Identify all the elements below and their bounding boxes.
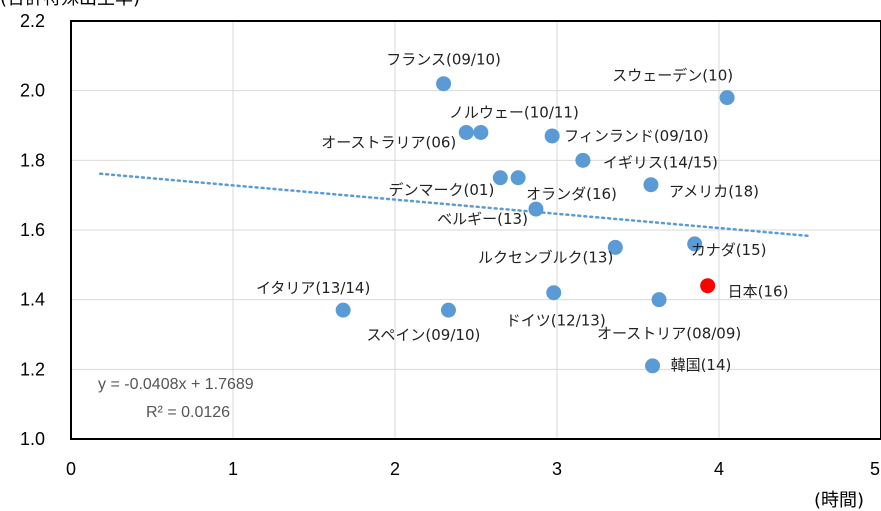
point-labels: フランス(09/10) スウェーデン(10) ノルウェー(10/11) オーストラリア… xyxy=(256,51,788,374)
y-tick-label: 1.8 xyxy=(20,150,45,170)
data-point-label: フィンランド(09/10) xyxy=(564,127,709,145)
data-point xyxy=(607,239,623,255)
y-tick-label: 1.2 xyxy=(20,359,45,379)
data-point-label: フランス(09/10) xyxy=(386,51,501,69)
x-tick-label: 2 xyxy=(390,459,400,479)
data-point xyxy=(510,170,526,186)
trendline-layer xyxy=(98,172,810,238)
y-axis-title: (合計特殊出生率) xyxy=(0,0,140,9)
y-tick-label: 1.6 xyxy=(20,220,45,240)
data-point xyxy=(492,170,508,186)
data-point-label: オーストリア(08/09) xyxy=(597,325,741,343)
data-point-label: イギリス(14/15) xyxy=(603,153,718,171)
x-tick-label: 5 xyxy=(870,459,880,479)
y-tick-label: 2.0 xyxy=(20,81,45,101)
data-point-label: オランダ(16) xyxy=(526,185,617,203)
x-tick-label: 1 xyxy=(228,459,238,479)
data-point xyxy=(546,285,562,301)
data-point xyxy=(440,302,456,318)
data-point-label: 日本(16) xyxy=(728,283,789,301)
data-point-label: ノルウェー(10/11) xyxy=(449,103,579,121)
data-point-label: 韓国(14) xyxy=(671,356,732,374)
y-tick-label: 1.4 xyxy=(20,290,45,310)
y-tick-label: 2.2 xyxy=(20,11,45,31)
data-point-label: ドイツ(12/13) xyxy=(506,312,606,330)
data-point-label: ルクセンブルク(13) xyxy=(478,248,613,266)
data-point xyxy=(544,128,560,144)
data-point-label: デンマーク(01) xyxy=(389,181,495,199)
x-axis-title: (時間) xyxy=(814,490,864,511)
data-point-label: スペイン(09/10) xyxy=(366,326,480,344)
x-tick-label: 3 xyxy=(552,459,562,479)
trendline xyxy=(98,172,810,238)
data-point-label: イタリア(13/14) xyxy=(256,279,370,297)
data-point xyxy=(651,292,667,308)
data-point-label: スウェーデン(10) xyxy=(612,67,733,85)
data-point xyxy=(335,302,351,318)
plot-area-frame xyxy=(70,20,881,440)
trendline-r-squared: R² = 0.0126 xyxy=(146,404,230,421)
data-point xyxy=(719,90,735,106)
data-point xyxy=(643,177,659,193)
data-point xyxy=(687,236,703,252)
data-point xyxy=(458,124,474,140)
data-point xyxy=(473,124,489,140)
data-point-label: カナダ(15) xyxy=(691,241,767,259)
grid-lines xyxy=(71,21,881,439)
data-point xyxy=(436,76,452,92)
data-point-label: ベルギー(13) xyxy=(437,210,528,228)
data-point xyxy=(645,358,661,374)
x-tick-label: 0 xyxy=(66,459,76,479)
y-tick-label: 1.0 xyxy=(20,429,45,449)
data-point xyxy=(575,152,591,168)
data-points xyxy=(335,76,735,374)
data-point-label: オーストラリア(06) xyxy=(321,133,456,151)
data-point-highlight xyxy=(700,278,716,294)
axis-tick-labels: 0 1 2 3 4 5 1.0 1.2 1.4 1.6 1.8 2.0 2.2 xyxy=(20,11,880,479)
trendline-equation: y = -0.0408x + 1.7689 xyxy=(98,376,254,393)
data-point-label: アメリカ(18) xyxy=(669,183,759,201)
data-point xyxy=(528,201,544,217)
x-tick-label: 4 xyxy=(714,459,724,479)
